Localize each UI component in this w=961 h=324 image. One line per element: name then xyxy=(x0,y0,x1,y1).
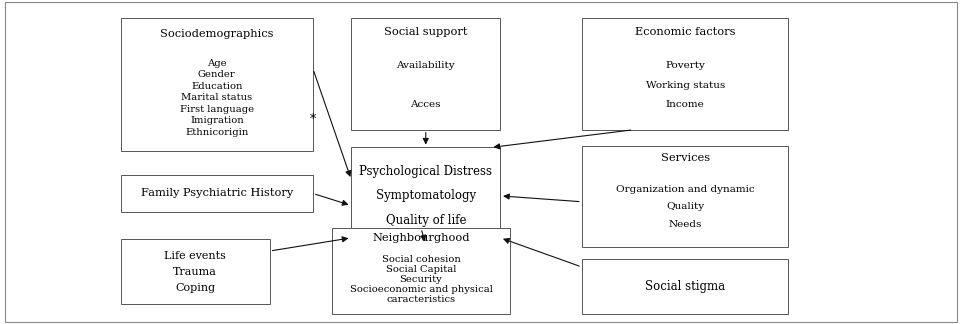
Text: Life events: Life events xyxy=(164,250,226,260)
Text: Economic factors: Economic factors xyxy=(634,27,734,37)
Text: Availability: Availability xyxy=(396,61,455,70)
FancyBboxPatch shape xyxy=(581,18,788,130)
Text: Organization and dynamic: Organization and dynamic xyxy=(615,185,753,193)
FancyBboxPatch shape xyxy=(581,146,788,248)
Text: Social Capital: Social Capital xyxy=(385,265,456,274)
FancyBboxPatch shape xyxy=(581,259,788,314)
Text: Family Psychiatric History: Family Psychiatric History xyxy=(140,189,293,199)
Text: Needs: Needs xyxy=(668,220,702,229)
Text: Psychological Distress: Psychological Distress xyxy=(358,165,492,178)
Text: Working status: Working status xyxy=(645,81,724,90)
FancyBboxPatch shape xyxy=(351,18,500,130)
Text: First language: First language xyxy=(180,105,254,114)
Text: Poverty: Poverty xyxy=(664,61,704,70)
Text: Neighbourghood: Neighbourghood xyxy=(372,233,469,243)
FancyBboxPatch shape xyxy=(121,239,269,304)
Text: Ethnicorigin: Ethnicorigin xyxy=(185,128,248,137)
Text: Social cohesion: Social cohesion xyxy=(382,255,460,264)
Text: Coping: Coping xyxy=(175,283,215,293)
Text: Quality: Quality xyxy=(665,202,703,211)
Text: Marital status: Marital status xyxy=(181,93,252,102)
Text: caracteristics: caracteristics xyxy=(386,295,456,304)
Text: Security: Security xyxy=(399,275,442,284)
Text: Imigration: Imigration xyxy=(189,116,243,125)
Text: Quality of life: Quality of life xyxy=(385,214,465,226)
Text: Social support: Social support xyxy=(383,27,467,37)
Text: Symptomatology: Symptomatology xyxy=(376,189,476,202)
Text: Social stigma: Social stigma xyxy=(645,280,725,293)
Text: Trauma: Trauma xyxy=(173,267,217,277)
Text: Gender: Gender xyxy=(198,70,235,79)
Text: Education: Education xyxy=(191,82,242,91)
FancyBboxPatch shape xyxy=(121,175,312,212)
FancyBboxPatch shape xyxy=(351,147,500,244)
Text: Services: Services xyxy=(660,153,709,163)
Text: Acces: Acces xyxy=(410,100,440,109)
Text: *: * xyxy=(309,113,316,126)
FancyBboxPatch shape xyxy=(121,18,312,151)
Text: Age: Age xyxy=(207,59,227,68)
Text: Sociodemographics: Sociodemographics xyxy=(160,29,273,39)
FancyBboxPatch shape xyxy=(332,228,509,314)
Text: Income: Income xyxy=(665,100,703,109)
Text: Socioeconomic and physical: Socioeconomic and physical xyxy=(349,285,492,294)
